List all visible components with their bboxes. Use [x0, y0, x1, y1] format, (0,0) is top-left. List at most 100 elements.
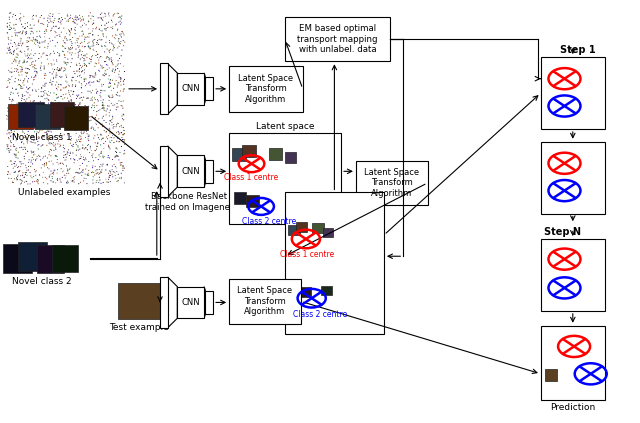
- Point: [43, 136, 53, 143]
- Point: [34, 120, 44, 127]
- Text: Unlabeled examples: Unlabeled examples: [18, 188, 110, 197]
- Point: [102, 62, 113, 69]
- Point: [74, 138, 84, 145]
- Point: [83, 135, 93, 142]
- Point: [12, 123, 22, 129]
- Point: [98, 72, 108, 79]
- Point: [91, 25, 101, 32]
- Point: [86, 104, 97, 111]
- Point: [17, 172, 28, 179]
- Point: [22, 140, 33, 146]
- Point: [16, 69, 26, 75]
- Point: [116, 76, 126, 82]
- Point: [40, 95, 50, 102]
- Point: [72, 62, 82, 69]
- Point: [119, 32, 129, 38]
- Point: [36, 67, 46, 74]
- Point: [19, 153, 29, 160]
- Point: [93, 67, 104, 74]
- Point: [80, 115, 90, 122]
- Point: [98, 71, 108, 78]
- Point: [45, 172, 55, 179]
- Point: [53, 99, 63, 106]
- Point: [96, 43, 106, 49]
- Point: [78, 16, 88, 22]
- Point: [92, 54, 102, 61]
- Point: [61, 71, 71, 78]
- Point: [81, 175, 91, 182]
- Point: [33, 18, 44, 25]
- Point: [17, 21, 27, 27]
- Point: [118, 112, 129, 118]
- Point: [108, 94, 118, 101]
- Point: [101, 27, 111, 33]
- Point: [92, 48, 102, 55]
- Point: [86, 72, 96, 79]
- Point: [92, 89, 102, 96]
- Point: [22, 66, 33, 72]
- Point: [59, 122, 69, 129]
- Point: [93, 41, 104, 48]
- Point: [117, 47, 127, 53]
- Point: [108, 23, 118, 30]
- Point: [37, 161, 47, 168]
- Point: [90, 69, 100, 76]
- Point: [72, 14, 83, 20]
- Point: [20, 25, 31, 31]
- Point: [54, 52, 65, 58]
- Point: [6, 89, 16, 96]
- Point: [19, 25, 29, 32]
- Point: [29, 98, 39, 104]
- Point: [6, 112, 16, 119]
- Point: [12, 117, 22, 124]
- Point: [70, 19, 80, 26]
- Point: [108, 132, 118, 139]
- Point: [59, 25, 69, 31]
- Point: [65, 36, 75, 43]
- Point: [22, 37, 32, 44]
- Point: [58, 142, 68, 148]
- Point: [85, 74, 95, 81]
- Point: [65, 140, 76, 147]
- Point: [48, 78, 58, 85]
- Point: [45, 38, 56, 44]
- Point: [29, 77, 39, 83]
- Point: [23, 34, 33, 41]
- Point: [95, 62, 106, 69]
- Point: [83, 133, 93, 140]
- Point: [100, 167, 111, 173]
- Point: [70, 20, 80, 27]
- Point: [85, 113, 95, 120]
- Point: [60, 15, 70, 22]
- Point: [47, 179, 58, 185]
- Point: [23, 89, 33, 96]
- Point: [35, 65, 45, 71]
- Point: [82, 171, 92, 178]
- Point: [31, 58, 41, 64]
- Point: [44, 158, 54, 165]
- Point: [78, 156, 88, 163]
- Point: [94, 36, 104, 43]
- Point: [8, 43, 18, 50]
- Point: [12, 174, 22, 181]
- Point: [58, 96, 68, 102]
- Point: [20, 108, 31, 115]
- Point: [96, 136, 106, 143]
- Point: [79, 36, 90, 43]
- Point: [118, 111, 129, 118]
- Point: [53, 112, 63, 118]
- Point: [45, 10, 55, 17]
- Point: [25, 55, 35, 62]
- Point: [32, 70, 42, 77]
- FancyBboxPatch shape: [242, 145, 256, 157]
- Point: [19, 174, 29, 181]
- Point: [108, 156, 118, 163]
- Point: [22, 55, 33, 62]
- Point: [90, 63, 100, 70]
- Point: [82, 120, 92, 126]
- Point: [40, 30, 50, 37]
- Point: [91, 71, 101, 78]
- Point: [39, 161, 49, 168]
- Point: [63, 170, 74, 177]
- Point: [40, 33, 50, 40]
